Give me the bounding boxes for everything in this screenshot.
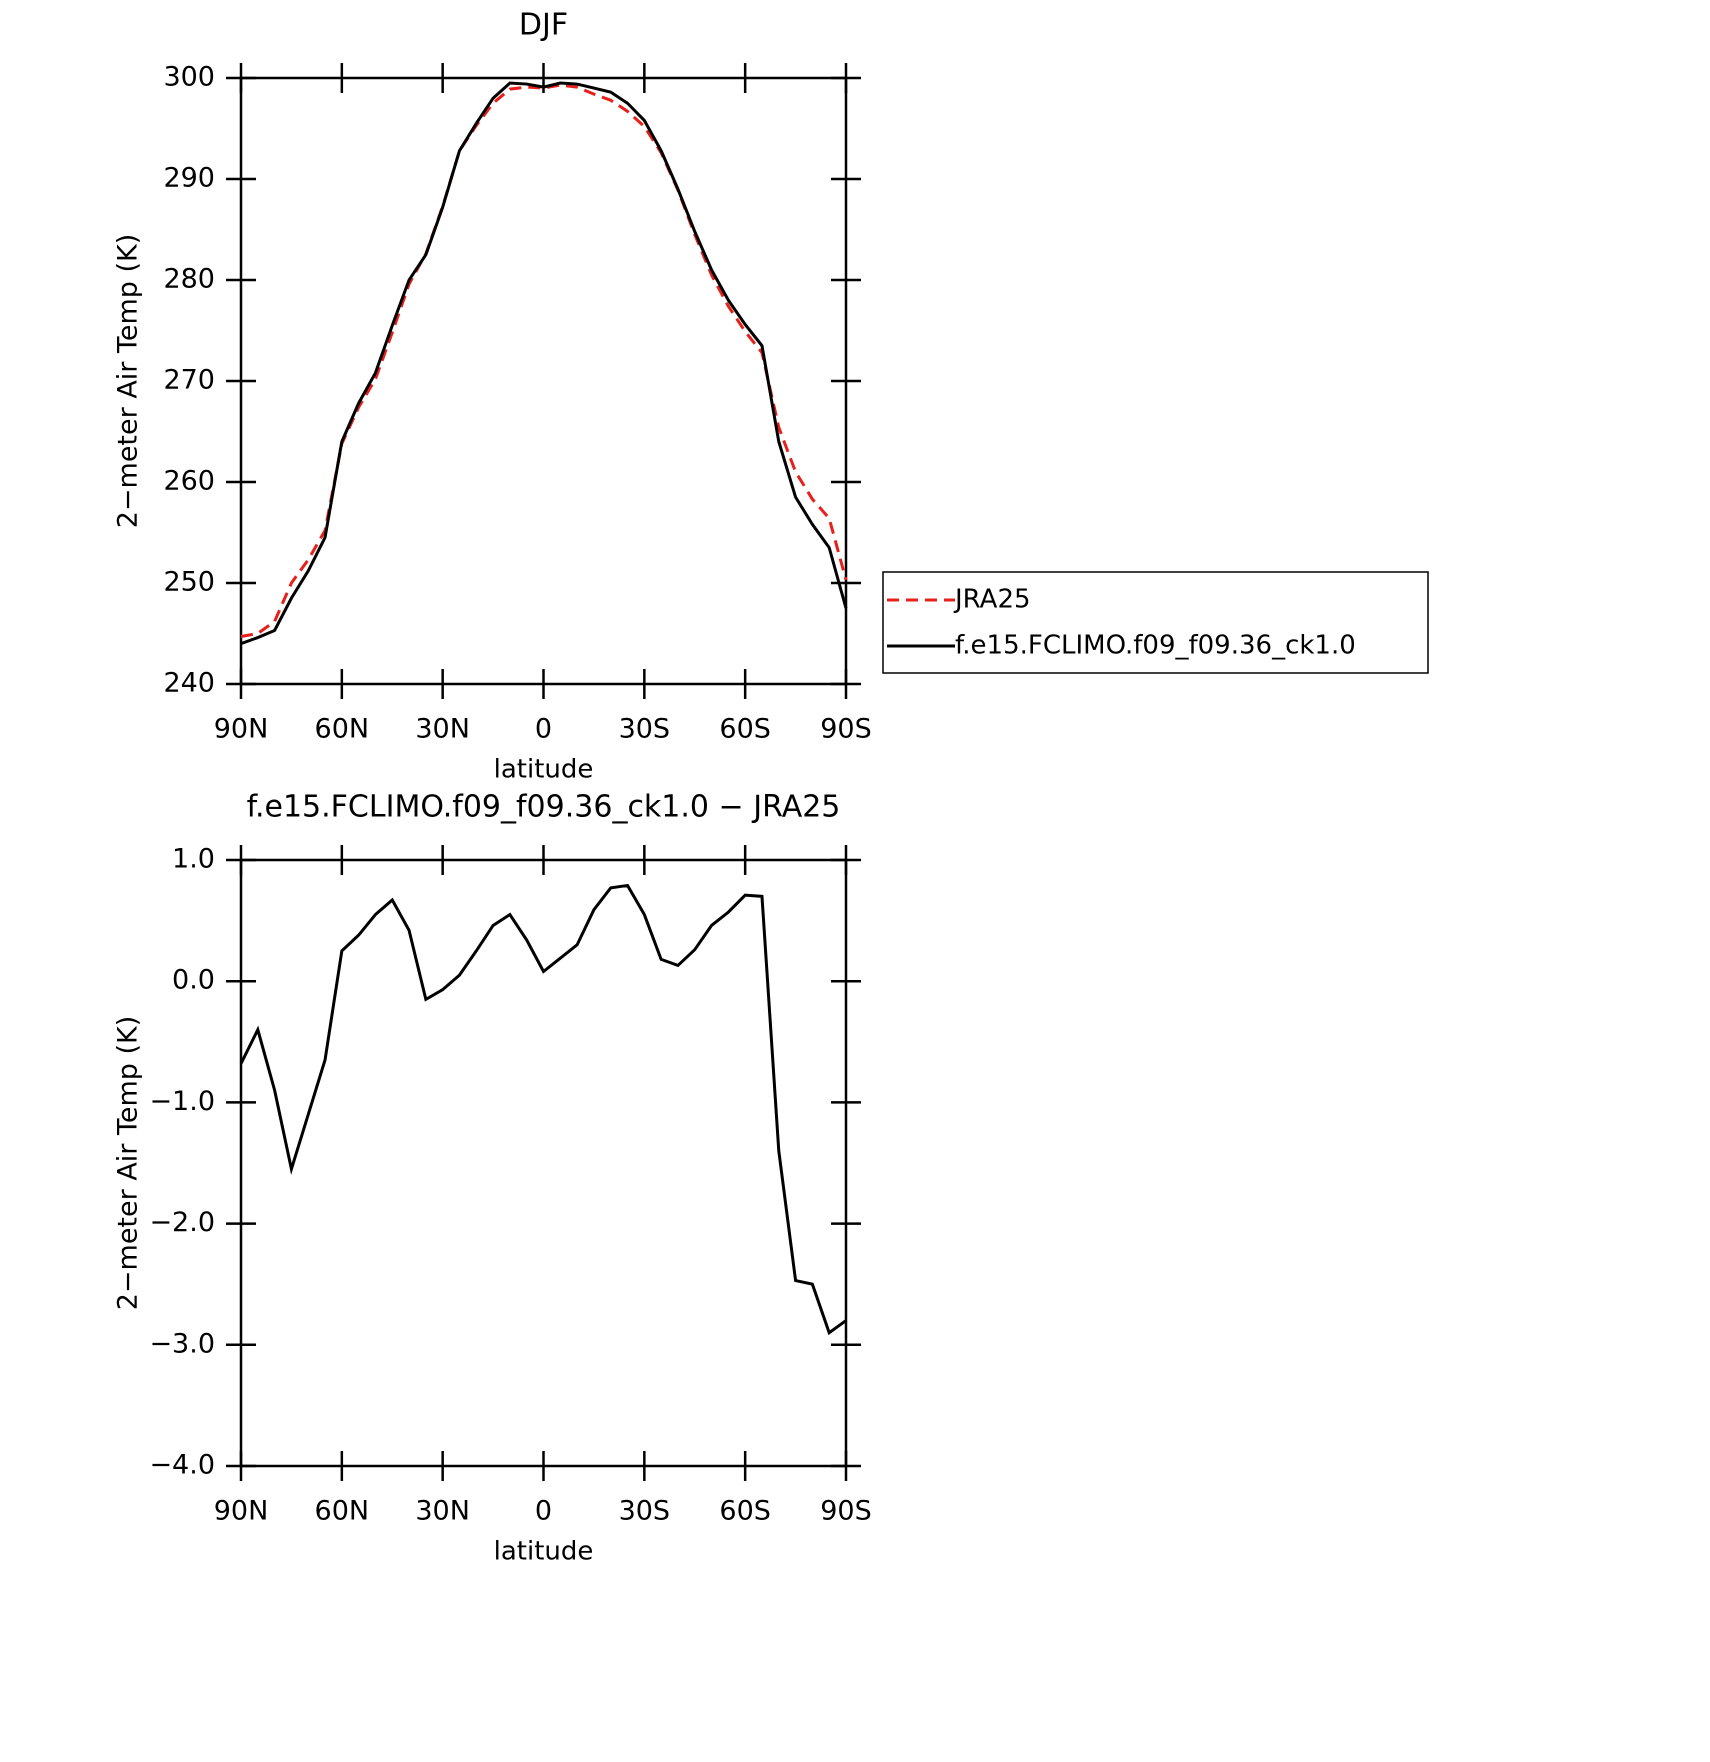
plot-frame [239, 76, 848, 686]
y-tick-label: 240 [163, 668, 215, 699]
x-tick-label: 30S [619, 1496, 671, 1527]
y-axis-label: 2−meter Air Temp (K) [113, 1016, 144, 1311]
y-tick-label: −3.0 [149, 1328, 215, 1359]
y-tick-label: 280 [163, 264, 215, 295]
x-axis-label: latitude [494, 1537, 594, 1567]
y-tick-label: −4.0 [149, 1450, 215, 1481]
x-tick-label: 90N [214, 714, 269, 745]
legend-label: f.e15.FCLIMO.f09_f09.36_ck1.0 [955, 631, 1356, 661]
chart-title: f.e15.FCLIMO.f09_f09.36_ck1.0 − JRA25 [247, 790, 841, 825]
x-tick-label: 30S [619, 714, 671, 745]
y-tick-label: 300 [163, 62, 215, 93]
chart-title: DJF [519, 8, 568, 43]
line-series [239, 883, 847, 1336]
y-tick-label: 260 [163, 466, 215, 497]
line-series [240, 83, 848, 639]
y-tick-label: 0.0 [172, 965, 215, 996]
legend-label: JRA25 [953, 585, 1031, 615]
y-axis-label: 2−meter Air Temp (K) [113, 234, 144, 529]
x-tick-label: 0 [535, 714, 552, 745]
y-tick-label: 270 [163, 365, 215, 396]
x-tick-label: 30N [415, 714, 470, 745]
y-tick-label: 1.0 [172, 844, 215, 875]
x-tick-label: 90S [820, 714, 872, 745]
x-tick-label: 0 [535, 1496, 552, 1527]
x-tick-label: 90N [214, 1496, 269, 1527]
line-series [240, 81, 848, 646]
x-tick-label: 60N [315, 1496, 370, 1527]
y-tick-label: −1.0 [149, 1086, 215, 1117]
x-tick-label: 60N [315, 714, 370, 745]
x-tick-label: 60S [719, 1496, 771, 1527]
x-axis-label: latitude [494, 755, 594, 785]
y-tick-label: 290 [163, 163, 215, 194]
y-tick-label: −2.0 [149, 1207, 215, 1238]
plot-frame [239, 858, 848, 1468]
legend-box [882, 571, 1429, 674]
x-tick-label: 60S [719, 714, 771, 745]
x-tick-label: 30N [415, 1496, 470, 1527]
y-tick-label: 250 [163, 567, 215, 598]
x-tick-label: 90S [820, 1496, 872, 1527]
